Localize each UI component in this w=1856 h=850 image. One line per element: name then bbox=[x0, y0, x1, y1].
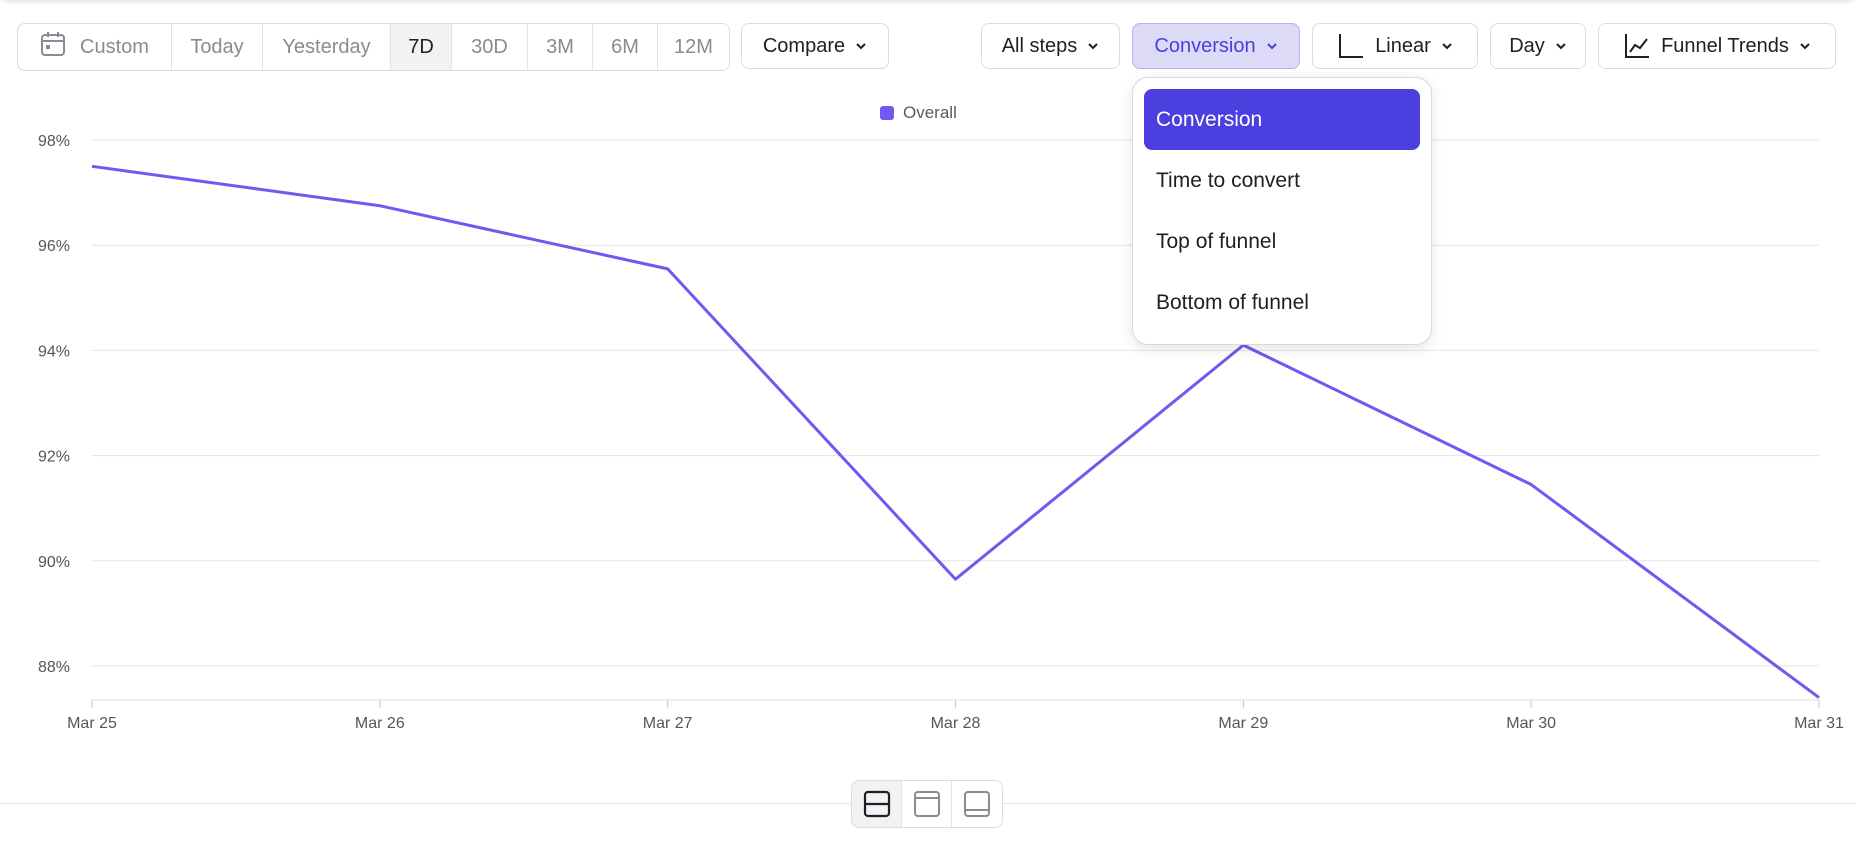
interval-dropdown[interactable]: Day bbox=[1490, 23, 1586, 69]
line-chart: 88% 90% 92% 94% 96% 98% Mar 25 Mar 26 Mar 27 Mar … bbox=[38, 133, 1844, 732]
x-tick-label: Mar 28 bbox=[931, 715, 981, 732]
metric-dropdown[interactable]: Conversion bbox=[1132, 23, 1300, 69]
interval-label: Day bbox=[1509, 34, 1545, 57]
scale-label: Linear bbox=[1375, 34, 1431, 57]
y-tick-label: 96% bbox=[38, 238, 70, 255]
chevron-down-icon bbox=[1088, 43, 1099, 50]
y-tick-label: 94% bbox=[38, 343, 70, 360]
range-12m[interactable]: 12M bbox=[674, 35, 713, 58]
layout-bottom-button[interactable] bbox=[952, 781, 1002, 827]
layout-split-icon bbox=[863, 790, 890, 818]
layout-toggle bbox=[851, 780, 1003, 828]
range-3m[interactable]: 3M bbox=[528, 24, 593, 70]
layout-split-button[interactable] bbox=[852, 781, 902, 827]
custom-label: Custom bbox=[80, 35, 149, 58]
menu-item-top-of-funnel[interactable]: Top of funnel bbox=[1156, 229, 1277, 253]
x-tick-label: Mar 26 bbox=[355, 715, 405, 732]
compare-label: Compare bbox=[762, 34, 846, 57]
range-6m[interactable]: 6M bbox=[593, 24, 658, 70]
scale-dropdown[interactable]: Linear bbox=[1312, 23, 1478, 69]
layout-bottom-icon bbox=[964, 791, 990, 817]
menu-item-bottom-of-funnel[interactable]: Bottom of funnel bbox=[1156, 290, 1309, 314]
range-today[interactable]: Today bbox=[172, 24, 263, 70]
y-tick-label: 98% bbox=[38, 133, 70, 150]
chart-type-label: Funnel Trends bbox=[1661, 34, 1789, 57]
y-tick-label: 90% bbox=[38, 554, 70, 571]
menu-item-time-to-convert[interactable]: Time to convert bbox=[1156, 168, 1300, 192]
x-tick-label: Mar 27 bbox=[643, 715, 693, 732]
toolbar: Custom Today Yesterday 7D 30D 3M 6M 12M … bbox=[0, 0, 1856, 80]
x-tick-label: Mar 25 bbox=[67, 715, 117, 732]
chevron-down-icon bbox=[1556, 43, 1566, 50]
chevron-down-icon bbox=[1800, 43, 1810, 50]
x-tick-label: Mar 31 bbox=[1794, 715, 1844, 732]
metric-label: Conversion bbox=[1154, 34, 1256, 57]
axis-icon bbox=[1339, 34, 1364, 58]
line-chart-icon bbox=[1625, 34, 1650, 58]
steps-dropdown[interactable]: All steps bbox=[981, 23, 1120, 69]
range-yesterday[interactable]: Yesterday bbox=[263, 24, 391, 70]
metric-menu: Conversion Time to convert Top of funnel… bbox=[1132, 77, 1432, 345]
custom-date-button[interactable]: Custom bbox=[18, 24, 172, 70]
chevron-down-icon bbox=[1266, 43, 1277, 50]
compare-dropdown[interactable]: Compare bbox=[741, 23, 889, 69]
range-30d[interactable]: 30D bbox=[452, 24, 528, 70]
date-range-selector: Custom Today Yesterday 7D 30D 3M 6M 12M bbox=[17, 23, 730, 71]
range-7d[interactable]: 7D bbox=[391, 24, 452, 70]
series-line-overall bbox=[91, 164, 1820, 699]
chart-type-dropdown[interactable]: Funnel Trends bbox=[1598, 23, 1836, 69]
legend-label: Overall bbox=[903, 103, 957, 122]
layout-top-icon bbox=[913, 791, 940, 817]
steps-label: All steps bbox=[1001, 34, 1078, 57]
chart-legend: Overall bbox=[880, 103, 957, 123]
layout-top-button[interactable] bbox=[902, 781, 952, 827]
menu-item-conversion[interactable]: Conversion bbox=[1144, 89, 1420, 150]
y-tick-label: 88% bbox=[38, 659, 70, 676]
x-tick-label: Mar 30 bbox=[1506, 715, 1556, 732]
legend-swatch bbox=[880, 106, 894, 120]
x-tick-label: Mar 29 bbox=[1218, 715, 1268, 732]
y-tick-label: 92% bbox=[38, 449, 70, 466]
chevron-down-icon bbox=[1442, 43, 1452, 50]
chevron-down-icon bbox=[856, 43, 866, 50]
calendar-icon bbox=[40, 31, 66, 63]
